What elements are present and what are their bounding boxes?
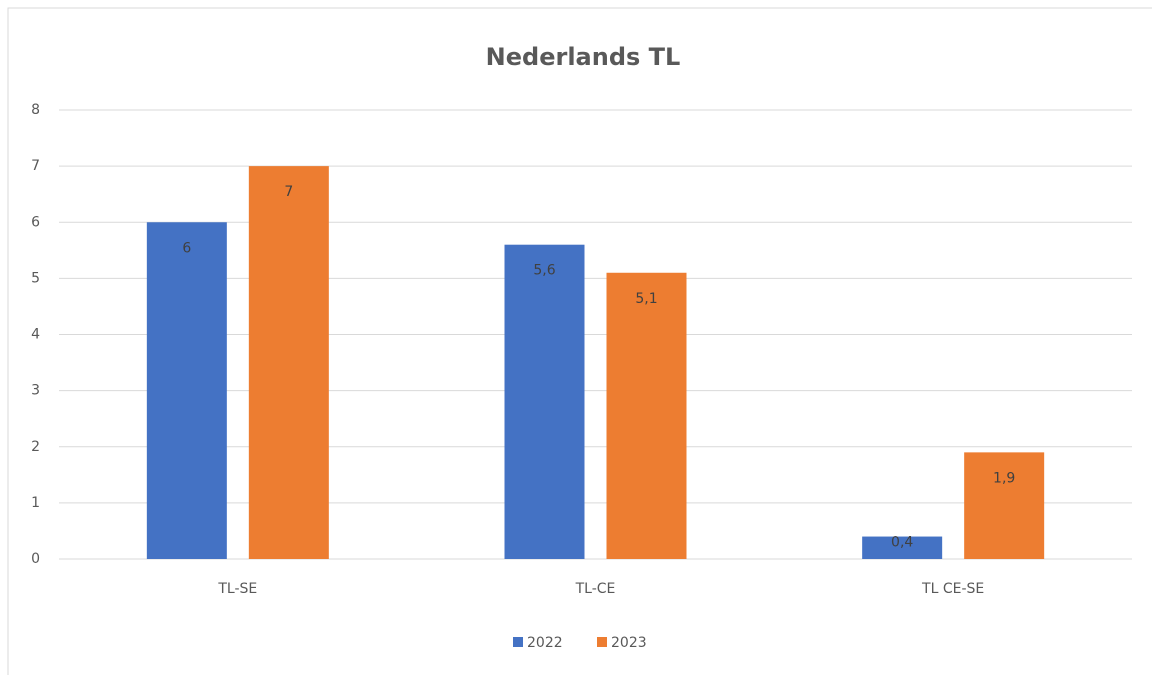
y-tick-label: 1	[31, 495, 40, 511]
y-tick-label: 3	[31, 383, 40, 399]
bar	[964, 452, 1045, 559]
chart-border	[7, 7, 1152, 675]
data-label: 5,1	[635, 291, 657, 307]
bar	[862, 536, 943, 559]
legend-label: 2022	[527, 635, 563, 651]
chart-title: Nederlands TL	[486, 43, 681, 71]
x-tick-label: TL-SE	[217, 581, 257, 597]
data-label: 1,9	[993, 470, 1015, 486]
data-label: 5,6	[533, 263, 555, 279]
y-tick-label: 6	[31, 214, 40, 230]
y-tick-label: 8	[31, 102, 40, 118]
legend-swatch	[513, 637, 523, 647]
y-tick-label: 7	[31, 158, 40, 174]
y-tick-label: 0	[31, 551, 40, 567]
bar	[248, 166, 329, 559]
bar	[504, 244, 585, 559]
bar	[606, 272, 687, 559]
x-tick-label: TL CE-SE	[921, 581, 984, 597]
data-label: 6	[182, 240, 191, 256]
bar	[146, 222, 227, 559]
data-label: 7	[284, 184, 293, 200]
y-tick-label: 5	[31, 270, 40, 286]
y-tick-label: 2	[31, 439, 40, 455]
x-tick-label: TL-CE	[575, 581, 616, 597]
data-label: 0,4	[891, 535, 913, 551]
y-tick-label: 4	[31, 327, 40, 343]
legend-swatch	[597, 637, 607, 647]
legend-label: 2023	[611, 635, 647, 651]
